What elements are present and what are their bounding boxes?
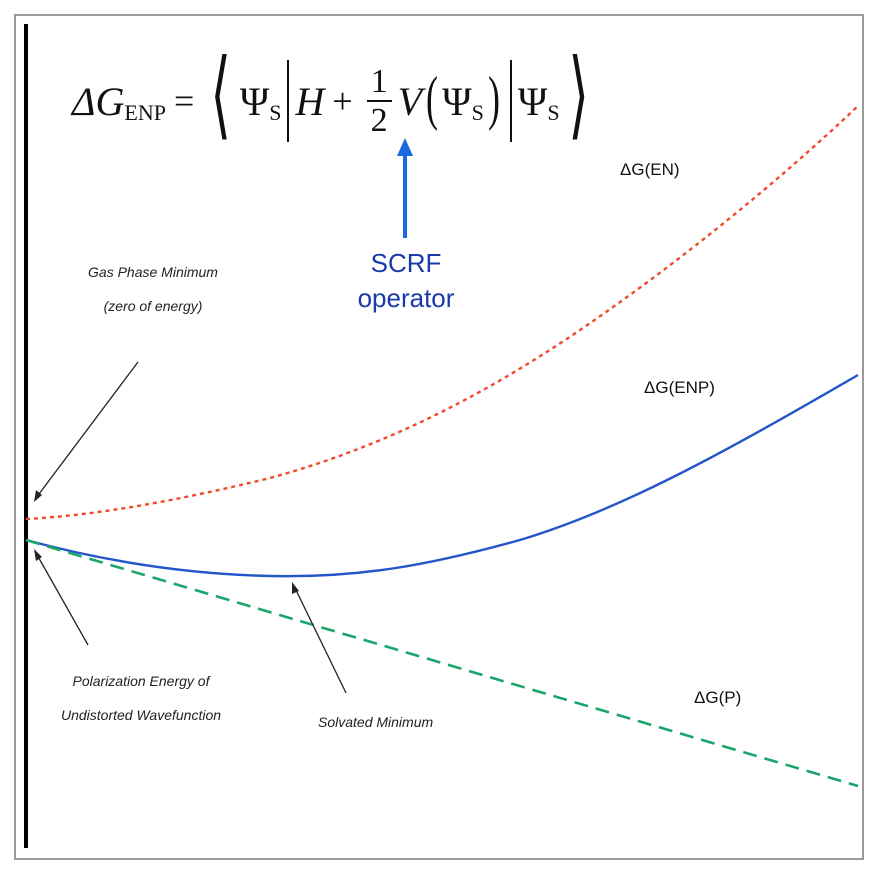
gas-phase-arrowhead <box>34 490 42 502</box>
formula-psi-sub-2: S <box>471 100 484 125</box>
scrf-line2: operator <box>357 283 455 314</box>
right-angle: ⟩ <box>568 41 589 148</box>
curve-enp <box>25 373 859 578</box>
gas-phase-arrow <box>35 361 139 499</box>
formula-psi-3: Ψ <box>517 78 548 124</box>
label-en: ΔG(EN) <box>620 160 680 179</box>
solvated-note: Solvated Minimum <box>318 714 434 730</box>
frac-numerator: 1 <box>366 63 392 102</box>
polarization-note: Polarization Energy of Undistorted Wavef… <box>28 673 254 723</box>
left-angle: ⟨ <box>210 41 232 148</box>
curve-p <box>25 538 859 788</box>
formula-half: 1 2 <box>366 63 392 140</box>
ket-bar <box>509 60 512 142</box>
formula-plus: + <box>332 81 353 121</box>
left-paren: ( <box>426 64 439 131</box>
formula-psi-sub-1: S <box>269 100 282 125</box>
polarization-line2: Undistorted Wavefunction <box>60 707 222 723</box>
gas-phase-line1: Gas Phase Minimum <box>88 264 218 280</box>
formula-psi-sub-3: S <box>547 100 560 125</box>
gas-phase-line2: (zero of energy) <box>103 298 203 314</box>
gas-phase-note: Gas Phase Minimum (zero of energy) <box>68 264 238 314</box>
figure-frame <box>14 14 864 860</box>
formula-lhs-sub: ENP <box>124 100 166 125</box>
scrf-line1: SCRF <box>370 248 442 278</box>
scrf-operator-label: SCRF operator <box>336 246 476 316</box>
formula-psi-2: Ψ <box>442 78 472 124</box>
solvated-arrow <box>293 585 347 694</box>
bra-bar <box>287 60 290 142</box>
formula-v: V <box>397 78 423 124</box>
right-paren: ) <box>487 64 500 131</box>
polarization-arrowhead <box>34 549 42 561</box>
solvated-arrowhead <box>292 582 299 594</box>
curve-en <box>25 105 859 521</box>
label-p: ΔG(P) <box>694 688 742 707</box>
polarization-arrow <box>35 552 89 646</box>
frac-denominator: 2 <box>370 102 388 139</box>
formula-psi-1: Ψ <box>239 78 270 124</box>
polarization-line1: Polarization Energy of <box>72 673 210 689</box>
formula-equals: = <box>173 81 195 121</box>
scrf-arrowhead <box>397 138 413 156</box>
label-enp: ΔG(ENP) <box>644 378 715 397</box>
formula-lhs: ΔG <box>72 78 125 124</box>
formula-h: H <box>295 78 325 124</box>
